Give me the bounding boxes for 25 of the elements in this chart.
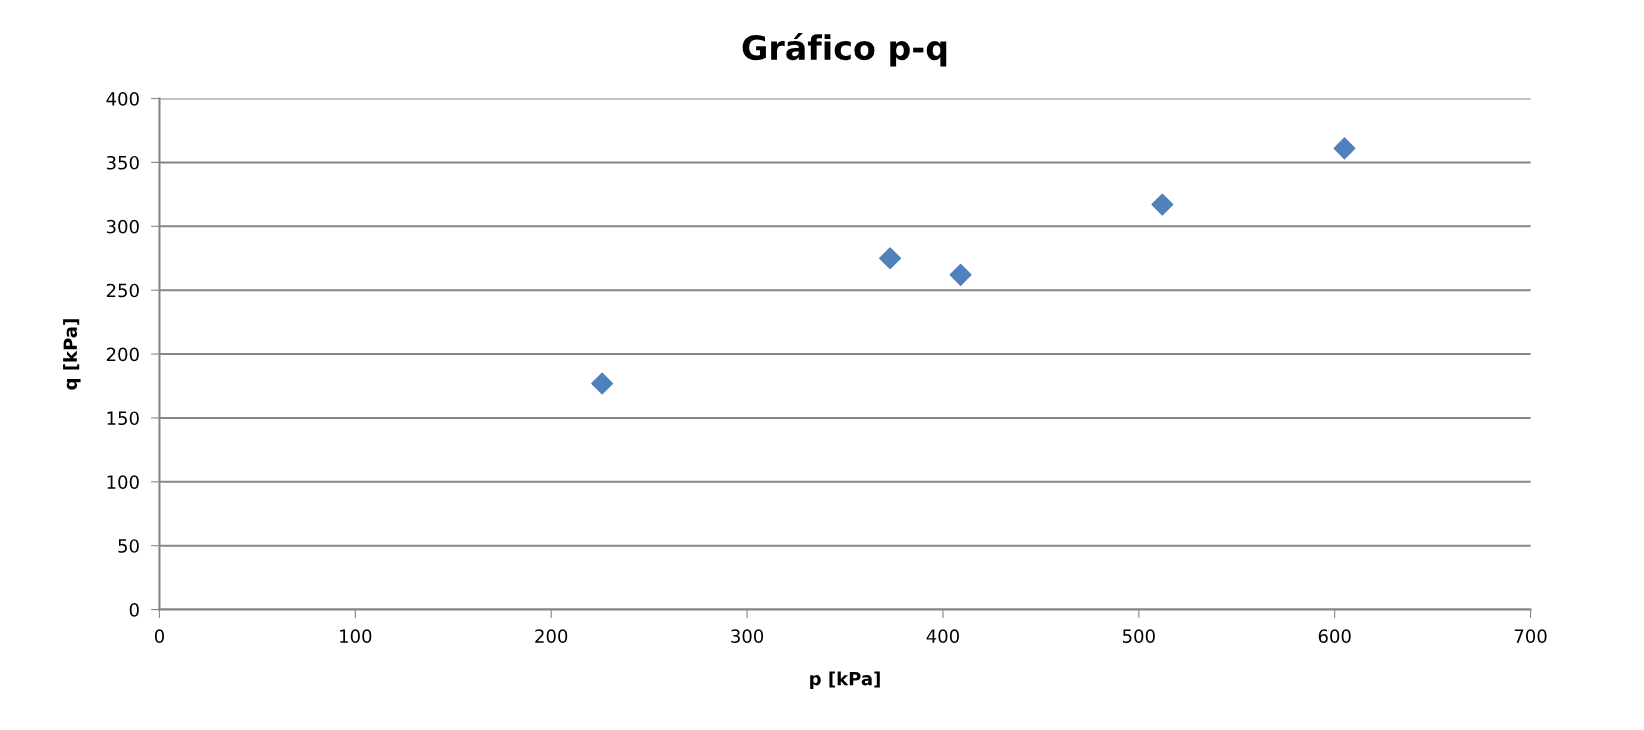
point bbox=[879, 247, 902, 270]
x-tick-label: 200 bbox=[535, 629, 568, 643]
x-tick-label: 0 bbox=[154, 629, 165, 643]
point bbox=[1333, 137, 1356, 160]
y-tick-label: 250 bbox=[106, 283, 139, 298]
y-tick-label: 150 bbox=[107, 411, 139, 426]
x-tick-label: 100 bbox=[340, 629, 372, 643]
point bbox=[1151, 193, 1174, 216]
x-tick-label: 400 bbox=[926, 629, 959, 643]
y-tick-label: 50 bbox=[118, 539, 139, 553]
y-tick-label: 350 bbox=[106, 155, 139, 170]
y-tick-label: 0 bbox=[129, 603, 139, 617]
y-axis-title: q [kPa] bbox=[63, 319, 81, 390]
y-tick-label: 300 bbox=[106, 219, 139, 234]
y-tick-label: 400 bbox=[106, 92, 139, 106]
x-tick-label: 500 bbox=[1122, 629, 1155, 643]
y-tick-label: 100 bbox=[107, 475, 139, 489]
chart-title: Gráfico p-q bbox=[742, 33, 947, 67]
point bbox=[949, 263, 972, 286]
x-tick-label: 300 bbox=[731, 629, 764, 643]
point bbox=[591, 372, 614, 395]
y-tick-label: 200 bbox=[106, 347, 139, 362]
x-tick-label: 600 bbox=[1318, 629, 1351, 643]
x-tick-label: 700 bbox=[1514, 629, 1547, 643]
x-axis-title: p [kPa] bbox=[810, 671, 880, 689]
